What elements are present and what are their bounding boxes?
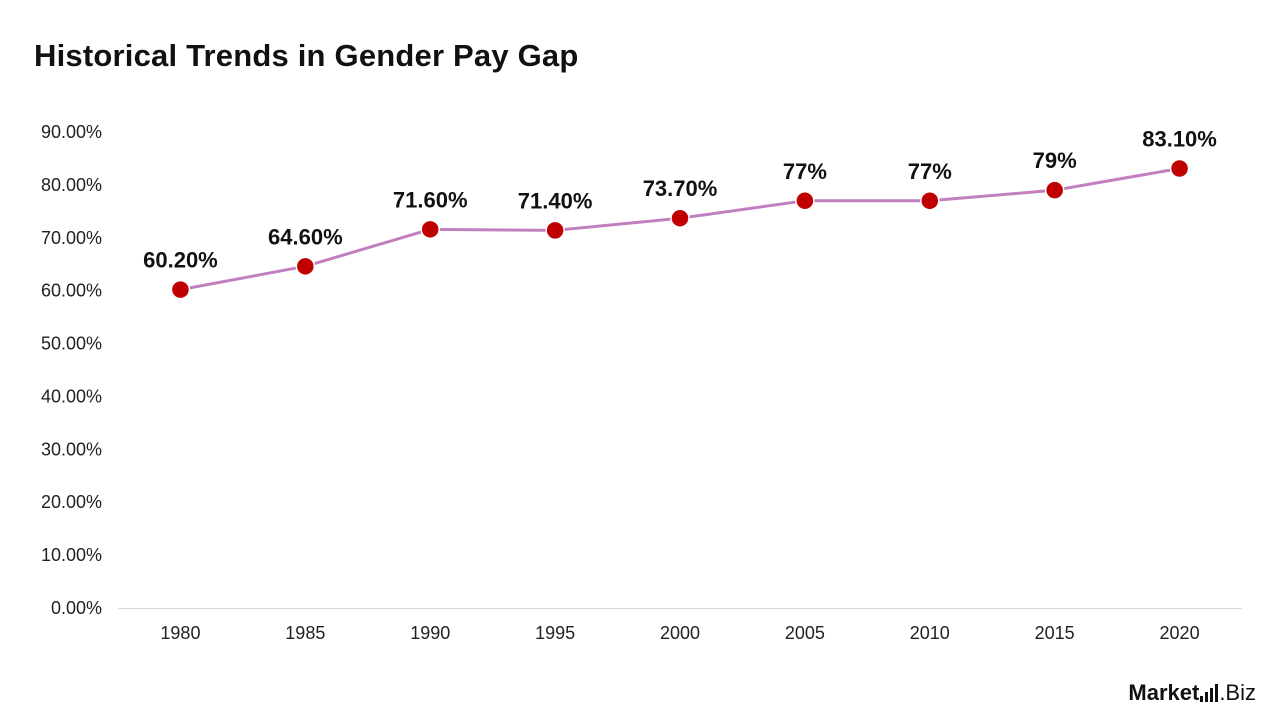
x-tick-label: 1985	[285, 623, 325, 643]
x-tick-label: 2000	[660, 623, 700, 643]
brand-suffix: .Biz	[1219, 680, 1256, 705]
data-label: 83.10%	[1142, 126, 1217, 151]
y-tick-label: 0.00%	[51, 598, 102, 618]
y-tick-label: 40.00%	[41, 386, 102, 406]
data-label: 77%	[908, 159, 952, 184]
data-point-marker	[1169, 158, 1190, 179]
data-label: 71.40%	[518, 188, 593, 213]
x-tick-label: 2020	[1160, 623, 1200, 643]
brand-logo: Market .Biz	[1128, 680, 1256, 706]
data-label: 79%	[1033, 148, 1077, 173]
x-tick-label: 1980	[160, 623, 200, 643]
data-point-marker	[670, 208, 690, 228]
y-tick-label: 90.00%	[41, 122, 102, 142]
chart-title: Historical Trends in Gender Pay Gap	[34, 38, 579, 73]
y-tick-label: 60.00%	[41, 281, 102, 301]
x-tick-label: 1990	[410, 623, 450, 643]
data-point-marker	[295, 256, 316, 277]
data-point-marker	[545, 220, 565, 241]
x-tick-label: 1995	[535, 623, 575, 643]
x-tick-label: 2015	[1035, 623, 1075, 643]
data-point-marker	[170, 279, 191, 300]
y-tick-label: 70.00%	[41, 228, 102, 248]
x-tick-label: 2005	[785, 623, 825, 643]
data-label: 71.60%	[393, 187, 468, 212]
data-label: 60.20%	[143, 248, 218, 273]
brand-name: Market	[1128, 680, 1200, 705]
y-tick-label: 50.00%	[41, 334, 102, 354]
data-label: 64.60%	[268, 224, 343, 249]
y-tick-label: 80.00%	[41, 175, 102, 195]
bar-chart-icon	[1200, 684, 1219, 702]
data-point-marker	[1044, 180, 1065, 200]
x-tick-label: 2010	[910, 623, 950, 643]
data-point-marker	[420, 219, 440, 240]
data-point-marker	[920, 191, 940, 211]
y-tick-label: 10.00%	[41, 545, 102, 565]
data-label: 73.70%	[643, 176, 718, 201]
data-label: 77%	[783, 159, 827, 184]
y-tick-label: 20.00%	[41, 492, 102, 512]
y-tick-label: 30.00%	[41, 439, 102, 459]
data-point-marker	[795, 191, 815, 211]
